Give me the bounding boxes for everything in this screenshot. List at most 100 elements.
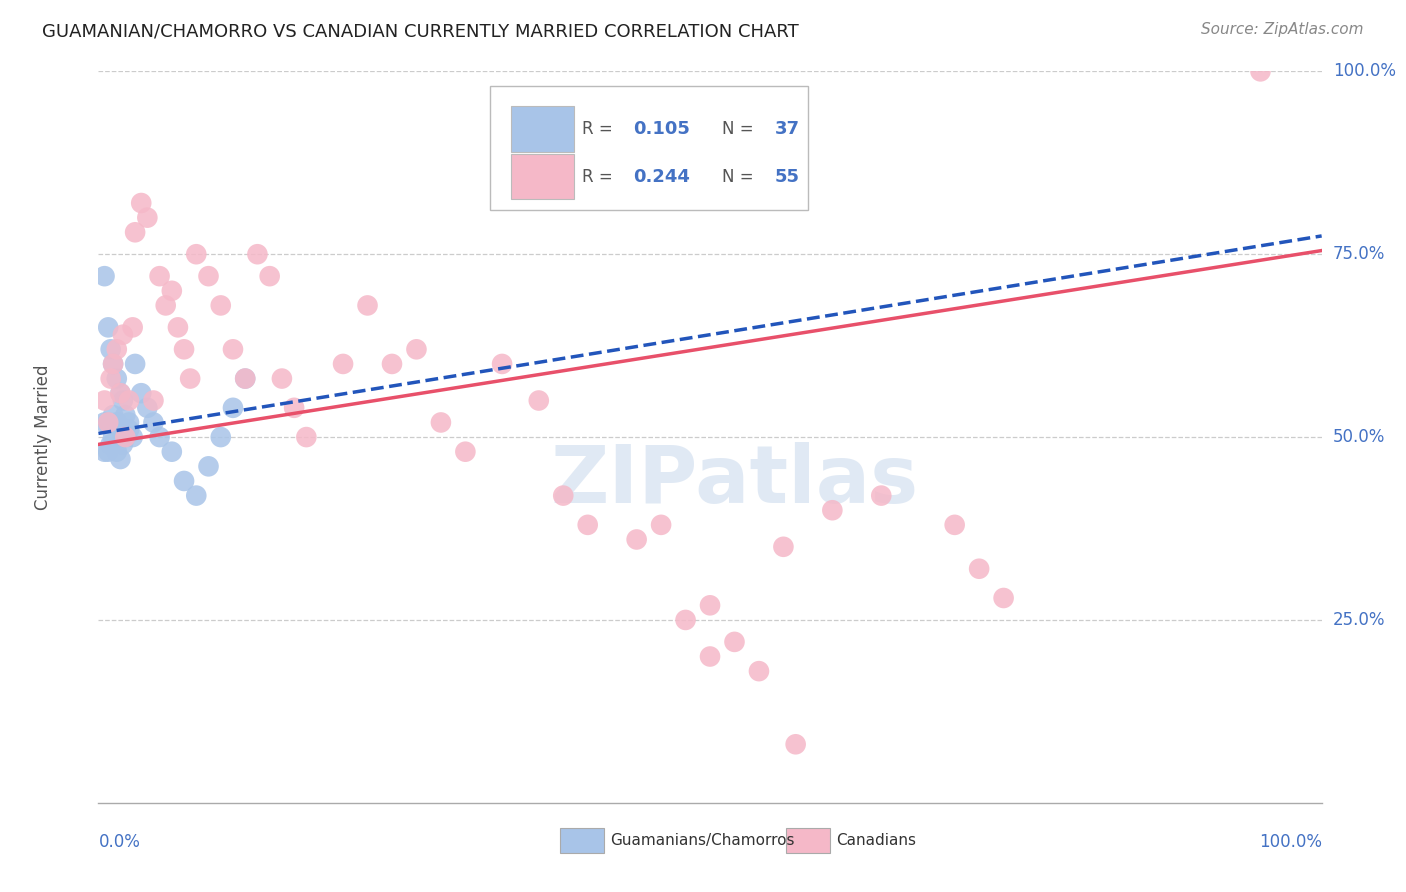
Point	[136, 211, 159, 225]
Text: Canadians: Canadians	[837, 832, 917, 847]
Point	[100, 371, 122, 385]
Point	[101, 357, 124, 371]
Point	[149, 269, 172, 284]
Text: 37: 37	[775, 120, 800, 138]
Point	[97, 444, 120, 458]
Text: Guamanians/Chamorros: Guamanians/Chamorros	[610, 832, 794, 847]
Point	[993, 591, 1015, 605]
Point	[173, 343, 195, 357]
Point	[233, 371, 256, 385]
Point	[772, 540, 794, 554]
FancyBboxPatch shape	[489, 86, 808, 211]
Point	[295, 430, 318, 444]
Point	[209, 430, 232, 444]
Point	[356, 298, 378, 312]
Point	[97, 416, 120, 430]
Point	[149, 430, 172, 444]
Point	[121, 320, 143, 334]
Point	[197, 459, 219, 474]
Point	[93, 416, 115, 430]
Point	[114, 430, 136, 444]
Point	[186, 489, 208, 503]
Text: 25.0%: 25.0%	[1333, 611, 1385, 629]
Point	[785, 737, 807, 751]
Point	[142, 393, 165, 408]
FancyBboxPatch shape	[560, 828, 603, 853]
Point	[93, 269, 115, 284]
Point	[270, 371, 294, 385]
FancyBboxPatch shape	[510, 106, 574, 152]
Point	[129, 386, 152, 401]
Point	[491, 357, 513, 371]
Point	[118, 416, 141, 430]
Point	[723, 635, 745, 649]
Point	[675, 613, 697, 627]
Point	[222, 401, 245, 415]
Text: 100.0%: 100.0%	[1258, 833, 1322, 851]
Point	[179, 371, 201, 385]
Point	[821, 503, 844, 517]
Point	[121, 430, 143, 444]
Point	[283, 401, 305, 415]
Point	[124, 357, 146, 371]
FancyBboxPatch shape	[786, 828, 830, 853]
Point	[93, 393, 115, 408]
Text: 50.0%: 50.0%	[1333, 428, 1385, 446]
Point	[246, 247, 269, 261]
Point	[173, 474, 195, 488]
FancyBboxPatch shape	[510, 154, 574, 200]
Point	[111, 393, 134, 408]
Point	[332, 357, 354, 371]
Point	[114, 408, 136, 422]
Point	[650, 517, 672, 532]
Text: Source: ZipAtlas.com: Source: ZipAtlas.com	[1201, 22, 1364, 37]
Point	[405, 343, 427, 357]
Point	[454, 444, 477, 458]
Point	[943, 517, 966, 532]
Text: R =: R =	[582, 168, 617, 186]
Point	[197, 269, 219, 284]
Text: 0.0%: 0.0%	[98, 833, 141, 851]
Point	[105, 444, 128, 458]
Text: 75.0%: 75.0%	[1333, 245, 1385, 263]
Point	[101, 357, 124, 371]
Point	[160, 284, 183, 298]
Point	[748, 664, 770, 678]
Point	[699, 649, 721, 664]
Point	[110, 386, 132, 401]
Text: Currently Married: Currently Married	[34, 364, 52, 510]
Text: 100.0%: 100.0%	[1333, 62, 1396, 80]
Point	[105, 343, 128, 357]
Point	[142, 416, 165, 430]
Point	[209, 298, 232, 312]
Point	[626, 533, 648, 547]
Point	[870, 489, 893, 503]
Point	[430, 416, 453, 430]
Point	[101, 430, 124, 444]
Text: ZIPatlas: ZIPatlas	[550, 442, 918, 520]
Point	[155, 298, 177, 312]
Point	[576, 517, 599, 532]
Point	[129, 196, 152, 211]
Point	[381, 357, 404, 371]
Point	[186, 247, 208, 261]
Point	[136, 401, 159, 415]
Text: 0.244: 0.244	[633, 168, 690, 186]
Text: N =: N =	[723, 120, 759, 138]
Point	[699, 599, 721, 613]
Point	[93, 444, 115, 458]
Point	[118, 423, 141, 437]
Point	[110, 452, 132, 467]
Point	[111, 327, 134, 342]
Point	[111, 430, 134, 444]
Text: 55: 55	[775, 168, 800, 186]
Text: N =: N =	[723, 168, 759, 186]
Text: GUAMANIAN/CHAMORRO VS CANADIAN CURRENTLY MARRIED CORRELATION CHART: GUAMANIAN/CHAMORRO VS CANADIAN CURRENTLY…	[42, 22, 799, 40]
Point	[118, 393, 141, 408]
Point	[110, 423, 132, 437]
Text: R =: R =	[582, 120, 617, 138]
Point	[233, 371, 256, 385]
Point	[259, 269, 281, 284]
Point	[124, 225, 146, 239]
Point	[111, 437, 134, 451]
